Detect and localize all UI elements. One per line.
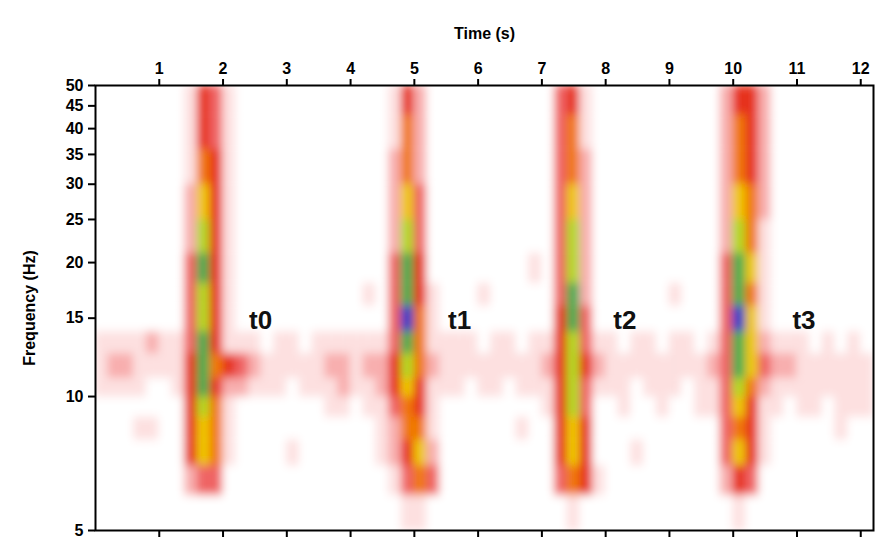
svg-text:20: 20 <box>66 254 84 271</box>
svg-text:Frequency (Hz): Frequency (Hz) <box>21 250 38 366</box>
svg-text:8: 8 <box>601 60 610 77</box>
svg-text:10: 10 <box>724 60 742 77</box>
svg-text:30: 30 <box>66 175 84 192</box>
svg-text:25: 25 <box>66 211 84 228</box>
svg-text:7: 7 <box>537 60 546 77</box>
svg-text:t1: t1 <box>448 305 471 335</box>
svg-text:15: 15 <box>66 309 84 326</box>
svg-text:1: 1 <box>155 60 164 77</box>
svg-text:5: 5 <box>75 522 84 539</box>
svg-text:t0: t0 <box>249 305 272 335</box>
svg-text:t2: t2 <box>613 305 636 335</box>
svg-text:40: 40 <box>66 120 84 137</box>
svg-text:11: 11 <box>789 60 806 77</box>
svg-text:10: 10 <box>66 388 84 405</box>
svg-text:5: 5 <box>410 60 419 77</box>
svg-text:4: 4 <box>346 60 355 77</box>
svg-text:3: 3 <box>282 60 291 77</box>
svg-text:35: 35 <box>66 146 84 163</box>
svg-text:50: 50 <box>66 77 84 94</box>
svg-text:45: 45 <box>66 97 84 114</box>
svg-text:t3: t3 <box>792 305 815 335</box>
svg-text:12: 12 <box>852 60 870 77</box>
svg-text:9: 9 <box>665 60 674 77</box>
svg-text:Time (s): Time (s) <box>454 25 515 42</box>
svg-text:6: 6 <box>474 60 483 77</box>
svg-text:2: 2 <box>219 60 228 77</box>
